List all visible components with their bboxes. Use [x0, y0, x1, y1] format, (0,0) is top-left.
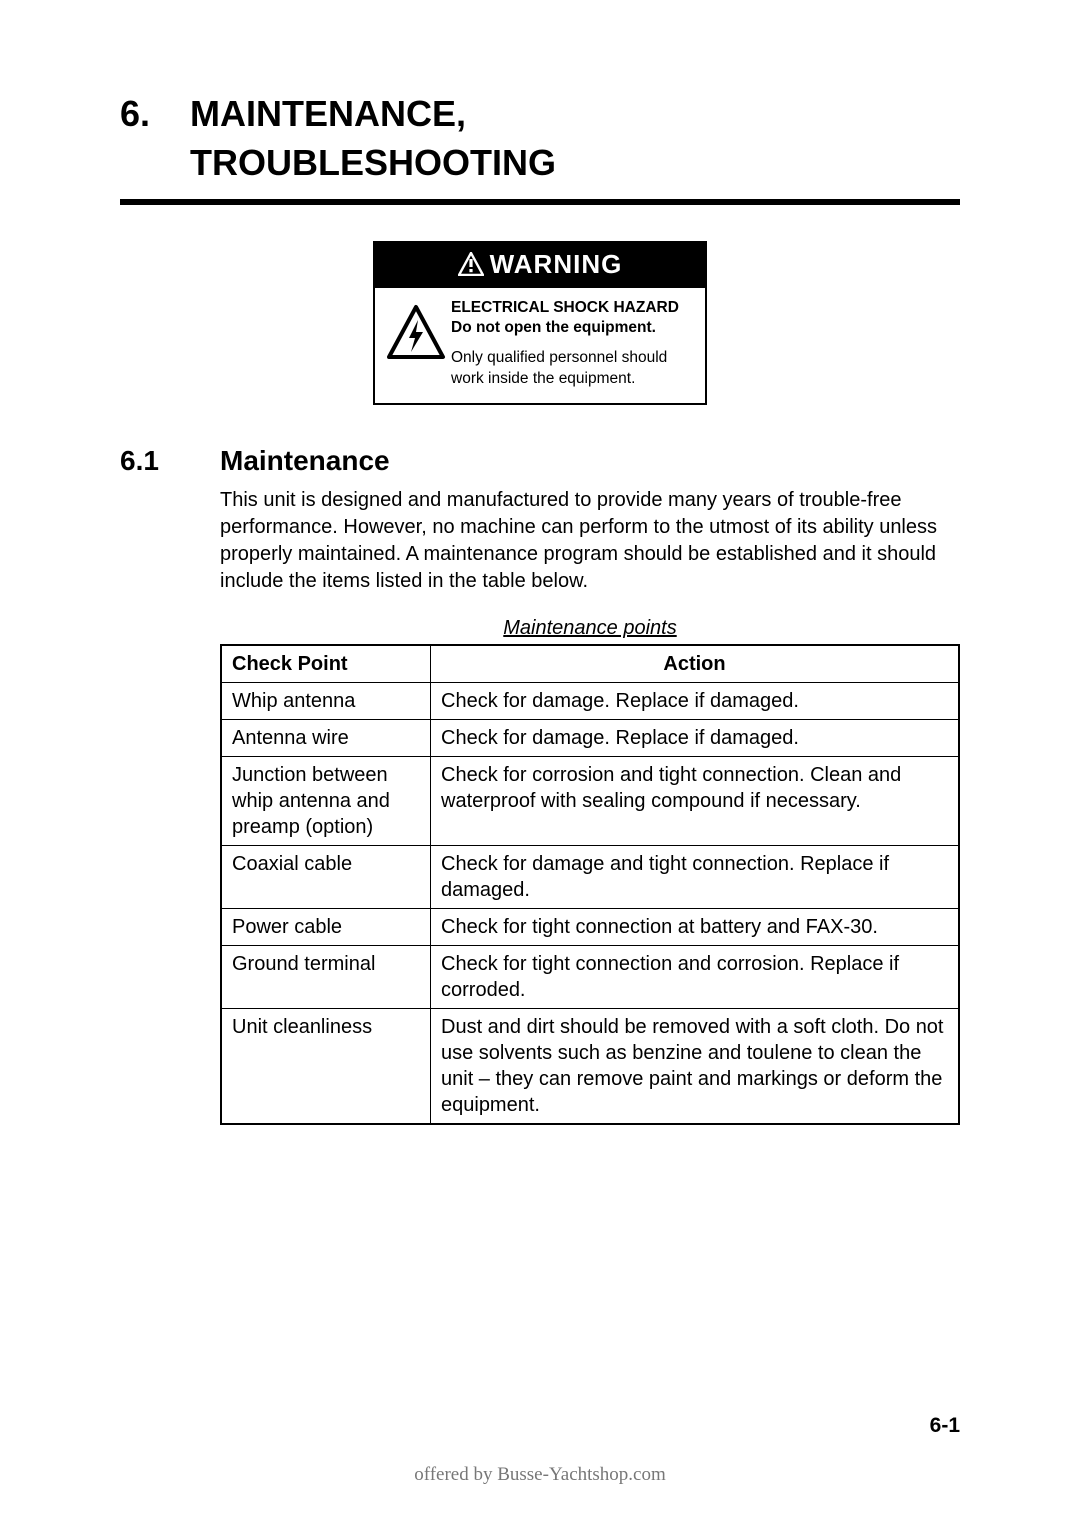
warning-body-text: Only qualified personnel should work ins… — [451, 348, 691, 388]
warning-hazard-line1: ELECTRICAL SHOCK HAZARD — [451, 298, 691, 318]
table-row: Ground terminal Check for tight connecti… — [221, 945, 959, 1008]
warning-box: WARNING ELECTRICAL SHOCK HAZARD Do not o… — [373, 241, 707, 405]
table-row: Junction between whip antenna and preamp… — [221, 756, 959, 845]
table-header-action: Action — [431, 645, 960, 683]
chapter-title: 6. MAINTENANCE, TROUBLESHOOTING — [120, 90, 960, 187]
table-row: Power cable Check for tight connection a… — [221, 908, 959, 945]
section-paragraph: This unit is designed and manufactured t… — [220, 487, 960, 595]
chapter-rule — [120, 199, 960, 205]
shock-triangle-icon — [385, 304, 447, 362]
table-row: Unit cleanliness Dust and dirt should be… — [221, 1008, 959, 1124]
chapter-number: 6. — [120, 90, 190, 187]
warning-label: WARNING — [490, 249, 623, 279]
table-caption: Maintenance points — [220, 617, 960, 640]
page-number: 6-1 — [930, 1414, 960, 1438]
table-row: Coaxial cable Check for damage and tight… — [221, 845, 959, 908]
warning-hazard-line2: Do not open the equipment. — [451, 318, 691, 338]
table-header-row: Check Point Action — [221, 645, 959, 683]
table-row: Antenna wire Check for damage. Replace i… — [221, 719, 959, 756]
warning-triangle-icon — [458, 252, 484, 276]
table-row: Whip antenna Check for damage. Replace i… — [221, 682, 959, 719]
shock-icon-cell — [385, 298, 451, 389]
footer-attribution: offered by Busse-Yachtshop.com — [0, 1464, 1080, 1486]
section-title: Maintenance — [220, 445, 390, 477]
section-number: 6.1 — [120, 445, 220, 477]
maintenance-table: Check Point Action Whip antenna Check fo… — [220, 644, 960, 1125]
warning-header: WARNING — [375, 243, 705, 288]
section-heading: 6.1 Maintenance — [120, 445, 960, 477]
chapter-title-text: MAINTENANCE, TROUBLESHOOTING — [190, 90, 960, 187]
table-header-checkpoint: Check Point — [221, 645, 431, 683]
warning-text: ELECTRICAL SHOCK HAZARD Do not open the … — [451, 298, 691, 389]
